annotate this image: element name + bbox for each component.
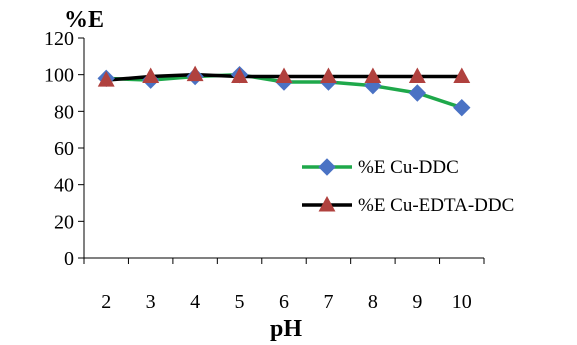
y-tick-label: 20 [54,211,74,233]
x-axis-title: pH [270,316,302,342]
y-tick-label: 40 [54,175,74,197]
y-tick-label: 100 [44,65,74,87]
x-tick-label: 7 [323,291,333,313]
legend-item: %E Cu-EDTA-DDC [302,195,514,216]
data-point-triangle [320,67,337,83]
x-axis-ticks: 2 3 4 5 6 7 8 9 10 [83,258,485,313]
x-tick-label: 10 [452,291,472,313]
data-point-triangle [97,71,115,87]
y-tick-label: 80 [54,101,74,123]
data-point-triangle [453,67,471,83]
data-point-triangle [275,67,293,83]
legend-item: %E Cu-DDC [302,157,459,178]
x-tick-label: 2 [101,291,111,313]
data-point-triangle [364,67,382,83]
data-point-triangle [408,67,426,83]
x-tick-label: 9 [412,291,422,313]
legend-marker-triangle [318,195,336,212]
legend-label: %E Cu-DDC [358,157,459,178]
data-point-diamond [453,98,471,117]
data-point-diamond [408,84,427,102]
x-tick-label: 4 [190,291,200,313]
series-layer [97,65,471,117]
legend: %E Cu-DDC %E Cu-EDTA-DDC [302,157,514,216]
series-markers-2 [97,65,471,87]
x-tick-label: 5 [235,291,245,313]
y-tick-label: 120 [44,28,74,50]
legend-label: %E Cu-EDTA-DDC [358,195,514,216]
data-point-triangle [186,65,204,82]
y-tick-label: 0 [64,248,74,270]
data-point-triangle [142,67,160,83]
x-tick-label: 3 [146,291,156,313]
y-tick-label: 60 [54,138,74,160]
x-tick-label: 8 [368,291,378,313]
y-axis-ticks: 0 20 40 60 80 100 120 [44,28,84,270]
legend-marker-diamond [318,158,336,176]
y-axis-title: %E [64,7,104,33]
data-point-triangle [231,67,248,83]
x-tick-label: 6 [279,291,289,313]
